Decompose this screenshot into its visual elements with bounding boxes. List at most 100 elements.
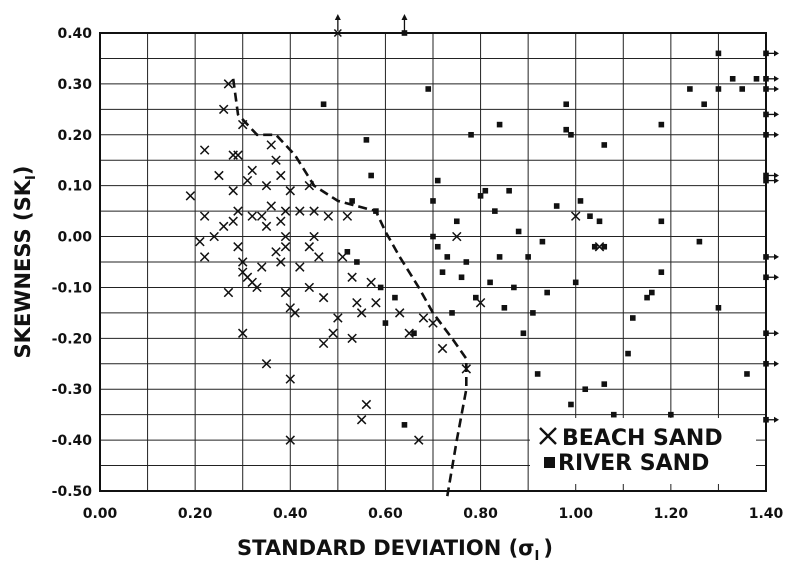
boundary-dashed-line bbox=[231, 78, 468, 497]
river-sand-point bbox=[468, 131, 474, 138]
beach-sand-point bbox=[237, 328, 248, 338]
offscale-arrow bbox=[333, 14, 342, 38]
offscale-arrow bbox=[763, 360, 779, 367]
x-axis-title-text: STANDARD DEVIATION (σ bbox=[237, 536, 535, 560]
river-sand-point bbox=[449, 310, 455, 316]
beach-sand-point bbox=[266, 140, 276, 150]
offscale-arrow bbox=[401, 14, 408, 36]
beach-sand-point bbox=[570, 211, 581, 221]
river-sand-point bbox=[411, 330, 417, 337]
beach-sand-point bbox=[237, 257, 248, 267]
river-sand-point bbox=[496, 121, 503, 128]
plot-area-frame bbox=[99, 32, 767, 492]
river-sand-point bbox=[539, 238, 546, 245]
x-tick-label: 1.40 bbox=[749, 506, 784, 522]
y-tick-label: 0.00 bbox=[57, 230, 92, 246]
legend-river-label: RIVER SAND bbox=[558, 451, 709, 476]
beach-sand-point bbox=[356, 415, 367, 425]
beach-sand-point bbox=[199, 211, 210, 221]
offscale-arrow bbox=[763, 177, 779, 184]
beach-sand-point bbox=[461, 364, 472, 374]
beach-sand-point bbox=[366, 277, 376, 288]
beach-sand-point bbox=[276, 216, 286, 227]
river-sand-point bbox=[349, 198, 355, 204]
river-sand-point bbox=[496, 254, 503, 260]
legend-beach-marker bbox=[539, 427, 557, 445]
river-sand-point bbox=[511, 284, 517, 291]
beach-sand-point bbox=[295, 206, 305, 216]
x-axis-title-close: ) bbox=[543, 536, 553, 560]
river-sand-point bbox=[744, 371, 750, 377]
river-sand-point bbox=[525, 254, 531, 260]
beach-sand-point bbox=[271, 247, 281, 257]
beach-sand-point bbox=[199, 145, 210, 155]
y-tick-label: 0.10 bbox=[57, 179, 92, 195]
beach-sand-point bbox=[233, 206, 243, 216]
beach-sand-point bbox=[233, 150, 243, 160]
river-sand-point bbox=[530, 310, 536, 316]
river-sand-point bbox=[401, 422, 408, 428]
beach-sand-point bbox=[228, 216, 238, 227]
river-sand-point bbox=[487, 279, 493, 286]
beach-sand-point bbox=[418, 313, 429, 323]
beach-sand-point bbox=[252, 282, 262, 293]
beach-sand-point bbox=[304, 180, 315, 191]
beach-sand-point bbox=[247, 211, 257, 221]
beach-sand-point bbox=[356, 308, 367, 318]
river-sand-point bbox=[553, 203, 560, 209]
x-tick-label: 0.80 bbox=[463, 506, 498, 522]
offscale-arrow bbox=[763, 50, 779, 57]
beach-sand-point bbox=[323, 211, 334, 221]
river-sand-point bbox=[601, 243, 608, 250]
beach-sand-point bbox=[309, 231, 319, 242]
river-sand-point bbox=[439, 269, 446, 275]
river-sand-point bbox=[463, 259, 470, 265]
river-sand-point bbox=[649, 289, 655, 296]
river-sand-point bbox=[444, 254, 451, 260]
beach-sand-point bbox=[218, 104, 229, 115]
beach-sand-point bbox=[223, 287, 234, 298]
x-axis-title: STANDARD DEVIATION (σI) bbox=[237, 536, 553, 563]
river-sand-point bbox=[577, 198, 584, 204]
beach-sand-point bbox=[228, 150, 238, 160]
beach-sand-point bbox=[295, 262, 305, 272]
y-tick-label: -0.20 bbox=[52, 331, 93, 347]
x-tick-label: 0.60 bbox=[368, 506, 403, 522]
river-sand-point bbox=[520, 330, 527, 337]
river-sand-point bbox=[610, 411, 617, 418]
beach-sand-point bbox=[428, 318, 438, 328]
beach-sand-point bbox=[271, 155, 281, 165]
beach-sand-point bbox=[280, 231, 291, 242]
river-sand-point bbox=[492, 208, 498, 214]
beach-sand-point bbox=[242, 175, 253, 186]
offscale-arrow bbox=[763, 75, 779, 82]
river-sand-point bbox=[658, 121, 665, 128]
beach-sand-points bbox=[185, 79, 605, 445]
beach-sand-point bbox=[237, 119, 248, 130]
beach-sand-point bbox=[309, 206, 319, 216]
river-sand-point bbox=[587, 213, 593, 219]
beach-sand-point bbox=[280, 287, 291, 298]
river-sand-point bbox=[572, 279, 579, 286]
river-sand-point bbox=[568, 401, 574, 408]
offscale-arrow bbox=[763, 131, 779, 138]
beach-sand-point bbox=[261, 359, 272, 369]
river-sand-point bbox=[477, 193, 484, 199]
beach-sand-point bbox=[185, 191, 196, 201]
river-sand-point bbox=[320, 101, 327, 108]
river-sand-point bbox=[753, 76, 760, 82]
y-tick-label: 0.40 bbox=[57, 26, 92, 42]
beach-sand-point bbox=[361, 399, 372, 410]
river-sand-point bbox=[715, 305, 722, 311]
river-sand-point bbox=[368, 172, 374, 179]
y-tick-label: -0.10 bbox=[52, 280, 93, 296]
beach-sand-point bbox=[333, 313, 343, 323]
y-axis-title-text: SKEWNESS (SK bbox=[11, 179, 35, 358]
y-axis-title: SKEWNESS (SKI) bbox=[11, 166, 39, 359]
legend-river-marker bbox=[544, 457, 555, 468]
beach-sand-point bbox=[452, 231, 462, 242]
beach-sand-point bbox=[257, 262, 267, 272]
beach-sand-point bbox=[413, 435, 424, 445]
river-sand-point bbox=[563, 101, 569, 108]
river-sand-point bbox=[354, 259, 360, 265]
